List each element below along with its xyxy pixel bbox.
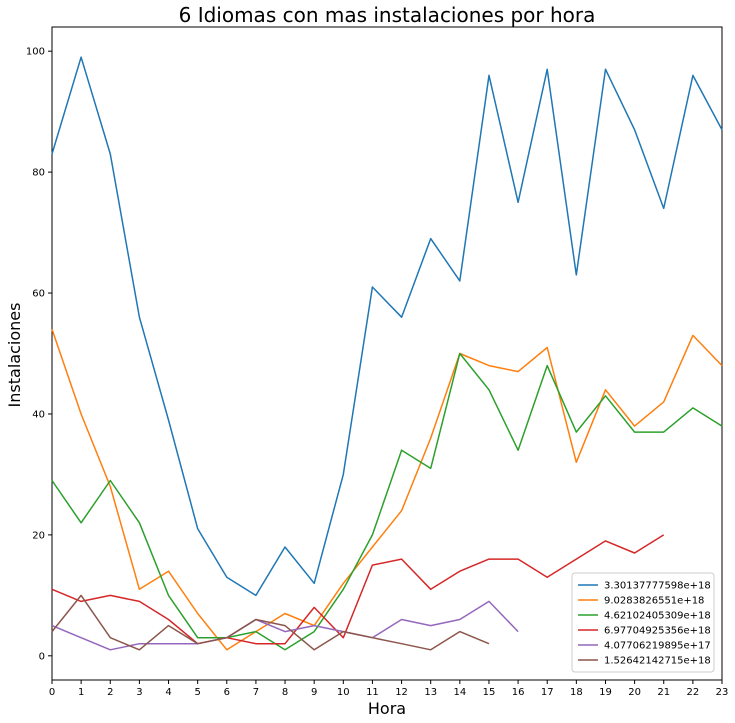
x-tick-label: 23 [716, 687, 729, 698]
x-axis-title: Hora [368, 699, 406, 718]
x-tick-label: 15 [483, 687, 496, 698]
legend-label: 6.97704925356e+18 [604, 626, 711, 637]
x-tick-label: 11 [366, 687, 379, 698]
x-tick-label: 2 [107, 687, 113, 698]
y-tick-label: 60 [32, 289, 45, 300]
y-axis: 0 20 40 60 80 100 [26, 47, 52, 662]
legend: 3.30137777598e+18 9.0283826551e+18 4.62102… [571, 572, 715, 673]
x-tick-label: 0 [49, 687, 55, 698]
x-tick-label: 12 [395, 687, 408, 698]
series-line-2 [51, 329, 723, 651]
x-tick-label: 10 [337, 687, 350, 698]
x-tick-label: 18 [570, 687, 583, 698]
y-tick-label: 100 [26, 47, 45, 58]
legend-label: 9.0283826551e+18 [604, 596, 704, 607]
x-tick-label: 8 [282, 687, 288, 698]
x-tick-label: 22 [687, 687, 700, 698]
y-tick-label: 40 [32, 409, 45, 420]
legend-label: 1.52642142715e+18 [604, 656, 711, 667]
y-tick-label: 80 [32, 168, 45, 179]
x-tick-label: 7 [253, 687, 259, 698]
series-line-4 [51, 534, 665, 645]
chart-title: 6 Idiomas con mas instalaciones por hora [179, 3, 596, 27]
legend-label: 3.30137777598e+18 [604, 581, 711, 592]
y-tick-label: 20 [32, 530, 45, 541]
x-axis: 0 1 2 3 4 5 6 7 8 9 10 11 12 13 14 15 16 17 18 19 20 21 22 23 [49, 680, 729, 698]
y-axis-title: Instalaciones [5, 303, 24, 408]
x-tick-label: 9 [311, 687, 317, 698]
x-tick-label: 5 [194, 687, 200, 698]
plot-area [51, 26, 723, 681]
x-tick-label: 19 [599, 687, 612, 698]
x-tick-label: 14 [453, 687, 466, 698]
series-line-3 [51, 352, 723, 651]
x-tick-label: 21 [657, 687, 670, 698]
series-line-6 [51, 594, 490, 651]
x-tick-label: 13 [424, 687, 437, 698]
x-tick-label: 20 [628, 687, 641, 698]
plot-frame [51, 26, 723, 681]
x-tick-label: 16 [512, 687, 525, 698]
x-tick-label: 1 [78, 687, 84, 698]
x-tick-label: 6 [224, 687, 230, 698]
legend-label: 4.62102405309e+18 [604, 611, 711, 622]
x-tick-label: 17 [541, 687, 554, 698]
x-tick-label: 3 [136, 687, 142, 698]
legend-box [571, 572, 715, 673]
x-tick-label: 4 [165, 687, 171, 698]
legend-label: 4.07706219895e+17 [604, 641, 711, 652]
y-tick-label: 0 [39, 651, 45, 662]
series-line-1 [51, 56, 723, 597]
series-layer [51, 56, 723, 651]
